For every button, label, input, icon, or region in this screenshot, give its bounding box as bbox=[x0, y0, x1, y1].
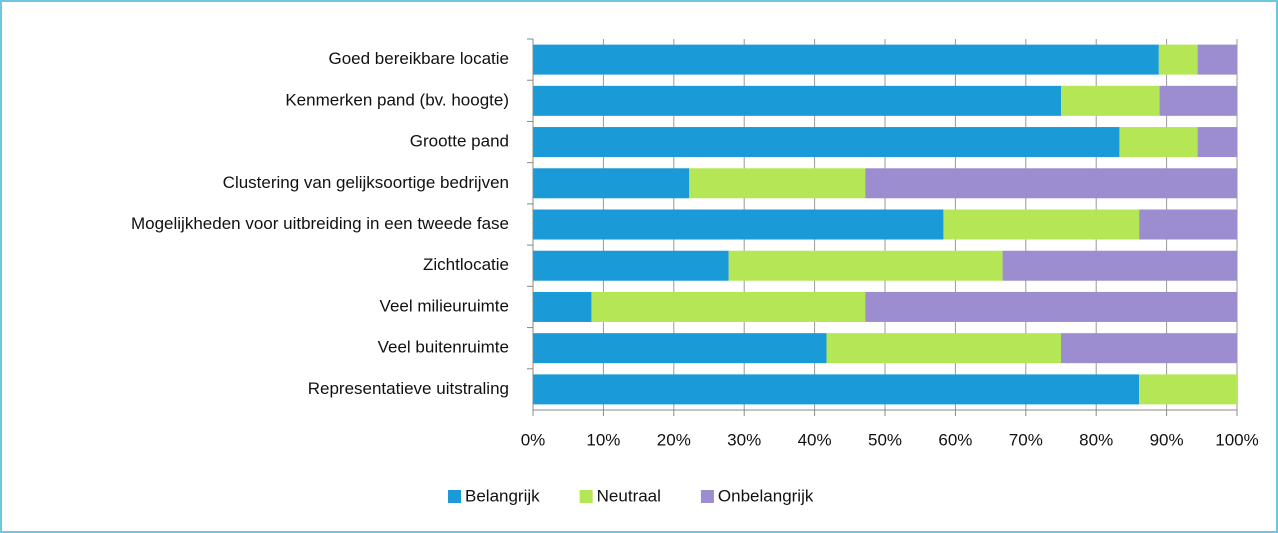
bar-segment bbox=[1159, 85, 1237, 116]
bar-segment bbox=[533, 291, 592, 322]
x-tick-label: 60% bbox=[938, 430, 972, 449]
bar-segment bbox=[533, 374, 1140, 405]
bar-segment bbox=[1197, 127, 1237, 158]
y-tick-label: Veel milieuruimte bbox=[380, 296, 509, 315]
legend-swatch bbox=[579, 490, 593, 503]
y-tick-label: Clustering van gelijksoortige bedrijven bbox=[223, 173, 509, 192]
bar-segment bbox=[1061, 333, 1237, 364]
bar-segment bbox=[826, 333, 1061, 364]
y-tick-label: Representatieve uitstraling bbox=[308, 379, 509, 398]
bar-segment bbox=[1197, 44, 1237, 75]
legend-label: Onbelangrijk bbox=[718, 486, 814, 505]
bar-segment bbox=[728, 250, 1003, 281]
x-tick-label: 80% bbox=[1079, 430, 1113, 449]
bar-segment bbox=[1139, 374, 1237, 405]
bar-segment bbox=[865, 168, 1237, 199]
bar-segment bbox=[533, 127, 1120, 158]
x-tick-label: 40% bbox=[798, 430, 832, 449]
bar-segment bbox=[533, 333, 827, 364]
legend-swatch bbox=[700, 490, 714, 503]
x-tick-label: 10% bbox=[586, 430, 620, 449]
bar-segment bbox=[533, 209, 944, 240]
y-tick-label: Zichtlocatie bbox=[423, 255, 509, 274]
x-tick-label: 100% bbox=[1215, 430, 1258, 449]
y-tick-label: Veel buitenruimte bbox=[378, 338, 509, 357]
bar-segment bbox=[1002, 250, 1237, 281]
bar-segment bbox=[533, 44, 1159, 75]
bar-segment bbox=[533, 168, 690, 199]
bar-segment bbox=[533, 250, 729, 281]
bar-segment bbox=[1139, 209, 1237, 240]
bar-segment bbox=[591, 291, 866, 322]
legend-label: Neutraal bbox=[597, 486, 661, 505]
bar-segment bbox=[943, 209, 1140, 240]
y-tick-label: Grootte pand bbox=[410, 132, 509, 151]
bar-segment bbox=[865, 291, 1237, 322]
x-tick-label: 30% bbox=[727, 430, 761, 449]
bar-segment bbox=[1158, 44, 1198, 75]
x-tick-label: 90% bbox=[1150, 430, 1184, 449]
bar-segment bbox=[1119, 127, 1198, 158]
legend-swatch bbox=[448, 490, 461, 503]
x-tick-label: 50% bbox=[868, 430, 902, 449]
x-tick-label: 20% bbox=[657, 430, 691, 449]
bar-segment bbox=[689, 168, 866, 199]
legend-label: Belangrijk bbox=[465, 486, 540, 505]
x-tick-label: 0% bbox=[521, 430, 546, 449]
y-tick-label: Mogelijkheden voor uitbreiding in een tw… bbox=[131, 214, 509, 233]
y-tick-label: Kenmerken pand (bv. hoogte) bbox=[285, 90, 509, 109]
bar-segment bbox=[1061, 85, 1160, 116]
bar-segment bbox=[533, 85, 1061, 116]
y-tick-label: Goed bereikbare locatie bbox=[328, 49, 509, 68]
x-tick-label: 70% bbox=[1009, 430, 1043, 449]
